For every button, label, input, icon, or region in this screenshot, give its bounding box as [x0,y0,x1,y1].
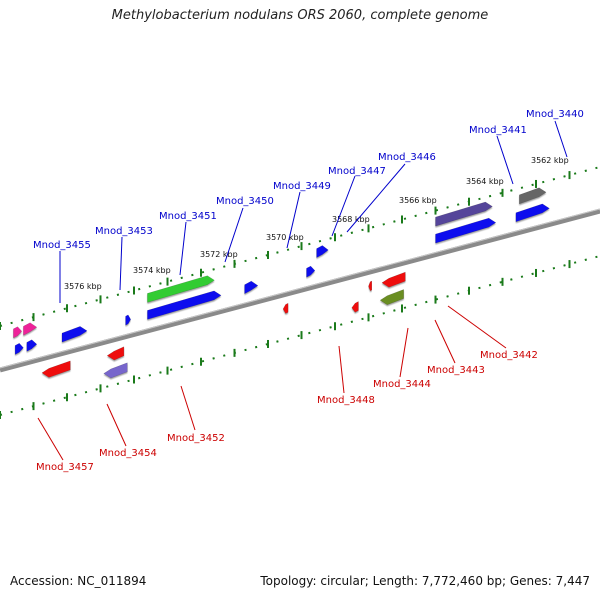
leader-mnod-3454 [106,403,127,447]
reverse-gene-arrow[interactable] [282,302,289,314]
genome-backbone [0,208,600,373]
scale-label-3576: 3576 kbp [64,282,102,291]
forward-gene-arrow[interactable] [147,290,222,320]
gene-label-mnod-3451[interactable]: Mnod_3451 [159,211,217,222]
forward-gene-arrow[interactable] [306,265,316,278]
gene-label-mnod-3446[interactable]: Mnod_3446 [378,152,436,163]
forward-gene-arrow[interactable] [125,314,131,326]
reverse-gene-arrow[interactable] [379,289,404,305]
leader-mnod-3452 [180,385,196,431]
scale-ticks: 3562 kbp 3564 kbp 3566 kbp 3568 kbp 3570… [0,156,571,419]
leader-mnod-3441 [496,135,514,185]
gene-label-mnod-3454[interactable]: Mnod_3454 [99,448,157,459]
reverse-gene-labels: Mnod_3442 Mnod_3443 Mnod_3444 Mnod_3448 … [36,350,538,473]
scale-label-3562: 3562 kbp [531,156,569,165]
forward-gene-arrow[interactable] [61,326,88,343]
gene-label-mnod-3447[interactable]: Mnod_3447 [328,166,386,177]
gene-label-mnod-3444[interactable]: Mnod_3444 [373,379,431,390]
reverse-gene-arrow[interactable] [103,362,128,379]
accession-text: Accession: NC_011894 [10,574,147,588]
gene-label-mnod-3449[interactable]: Mnod_3449 [273,181,331,192]
gene-label-mnod-3448[interactable]: Mnod_3448 [317,395,375,406]
leader-mnod-3453 [119,236,123,291]
leader-mnod-3444 [399,327,409,378]
reverse-scale-track [0,255,600,416]
reverse-gene-arrow[interactable] [106,346,125,361]
forward-gene-arrow[interactable] [316,245,329,259]
forward-gene-arrow[interactable] [519,187,547,205]
scale-label-3566: 3566 kbp [399,196,437,205]
map-title: Methylobacterium nodulans ORS 2060, comp… [111,8,489,23]
forward-gene-arrow[interactable] [13,326,23,339]
forward-gene-arrow[interactable] [147,275,215,303]
gene-label-mnod-3441[interactable]: Mnod_3441 [469,125,527,136]
scale-label-3572: 3572 kbp [200,250,238,259]
gene-label-mnod-3443[interactable]: Mnod_3443 [427,365,485,376]
forward-gene-arrow[interactable] [515,203,550,223]
leader-mnod-3450 [224,207,244,263]
forward-gene-arrow[interactable] [14,342,24,355]
gene-label-mnod-3457[interactable]: Mnod_3457 [36,462,94,473]
reverse-gene-arrow[interactable] [41,360,71,378]
leader-mnod-3448 [338,345,345,394]
gene-label-mnod-3452[interactable]: Mnod_3452 [167,433,225,444]
reverse-gene-arrow[interactable] [381,271,406,288]
leader-mnod-3443 [434,319,456,364]
forward-gene-arrow[interactable] [435,201,493,227]
gene-label-mnod-3440[interactable]: Mnod_3440 [526,109,584,120]
forward-gene-arrow[interactable] [23,322,38,336]
leader-mnod-3446 [346,163,406,233]
scale-label-3568: 3568 kbp [332,215,370,224]
gene-label-mnod-3450[interactable]: Mnod_3450 [216,196,274,207]
reverse-gene-arrow[interactable] [368,280,373,292]
genome-backbone-highlight [0,208,600,369]
gene-label-mnod-3442[interactable]: Mnod_3442 [480,350,538,361]
forward-scale-track [0,166,600,327]
forward-gene-labels: Mnod_3440 Mnod_3441 Mnod_3446 Mnod_3447 … [33,109,584,251]
reverse-gene-arrow[interactable] [351,301,359,313]
scale-label-3574: 3574 kbp [133,266,171,275]
forward-gene-arrow[interactable] [435,217,497,244]
gene-label-mnod-3453[interactable]: Mnod_3453 [95,226,153,237]
scale-label-3570: 3570 kbp [266,233,304,242]
gene-features [13,187,550,379]
leader-mnod-3442 [447,305,507,349]
genome-summary-text: Topology: circular; Length: 7,772,460 bp… [260,574,590,588]
leader-mnod-3447 [331,175,356,237]
leader-mnod-3457 [37,417,64,461]
leader-mnod-3440 [554,120,568,158]
forward-gene-arrow[interactable] [26,339,38,352]
scale-label-3564: 3564 kbp [466,177,504,186]
leader-mnod-3451 [179,221,187,276]
gene-label-mnod-3455[interactable]: Mnod_3455 [33,240,91,251]
forward-gene-arrow[interactable] [244,280,259,295]
leader-mnod-3449 [286,191,301,249]
callout-lines [37,120,568,461]
